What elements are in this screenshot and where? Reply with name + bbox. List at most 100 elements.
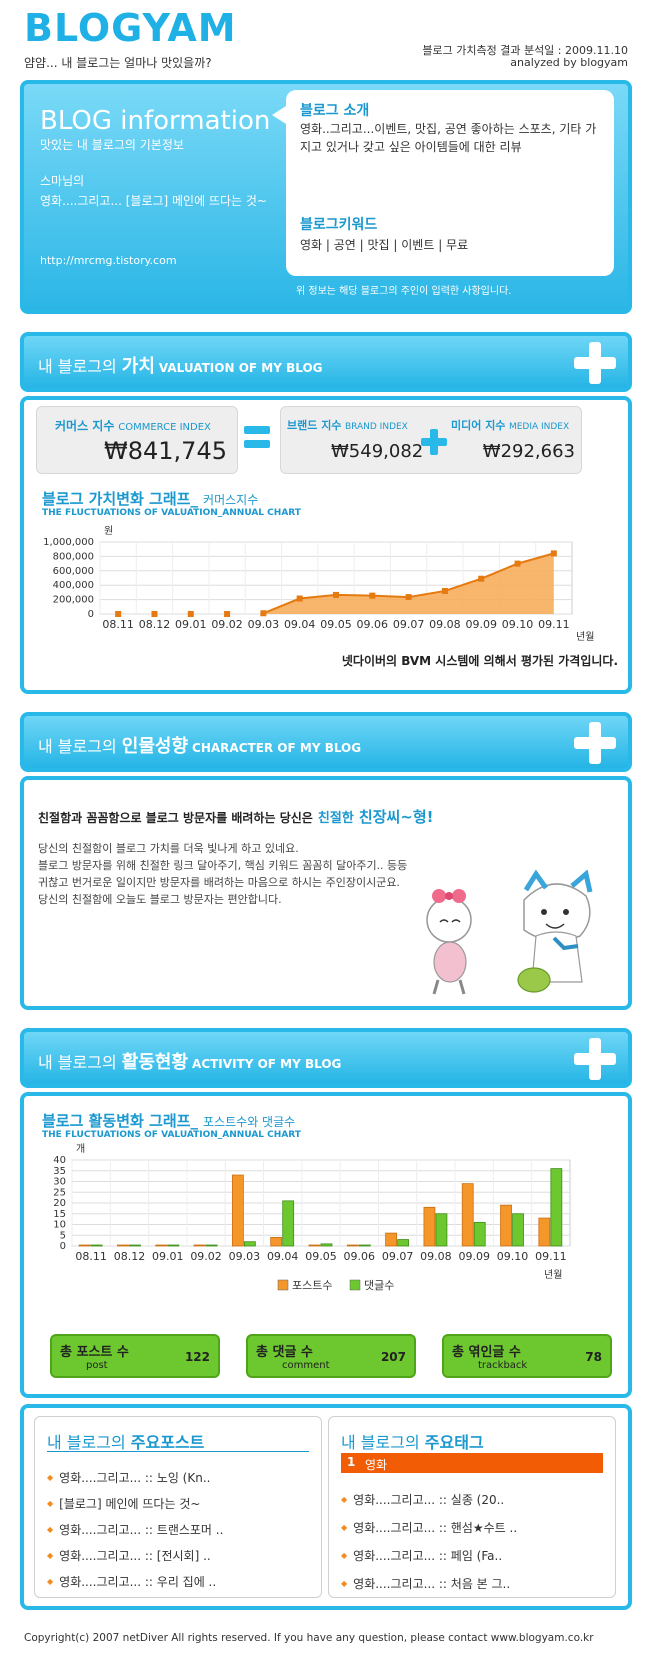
- bar-comments: [90, 1244, 103, 1247]
- valuation-section-en: VALUATION OF MY BLOG: [158, 361, 323, 375]
- bar-comments: [435, 1213, 448, 1247]
- expand-plus-icon[interactable]: [572, 1036, 618, 1082]
- activity-section-bold: 활동현황: [121, 1052, 189, 1073]
- data-point: [187, 611, 194, 617]
- main-tag-item-1[interactable]: 영화....그리고... :: 실종 (20..: [341, 1491, 504, 1508]
- analysis-date: 블로그 가치측정 결과 분석일 : 2009.11.10: [422, 44, 628, 57]
- footer-copyright: Copyright(c) 2007 netDiver All rights re…: [24, 1632, 594, 1644]
- commerce-label-en: COMMERCE INDEX: [118, 422, 211, 433]
- blog-url[interactable]: http://mrcmg.tistory.com: [40, 254, 177, 267]
- bar-posts: [346, 1244, 359, 1247]
- info-pointer: [272, 106, 286, 124]
- x-tick-label: 09.11: [535, 1250, 567, 1263]
- character-illustration: [426, 870, 593, 995]
- x-tick-label: 09.04: [267, 1250, 299, 1263]
- commerce-value: ₩841,745: [104, 437, 227, 465]
- stat-trackbacks-label: 총 엮인글 수: [452, 1345, 521, 1360]
- legend-swatch-posts: [277, 1279, 289, 1291]
- main-post-item-4[interactable]: 영화....그리고... :: [전시회] ..: [47, 1547, 211, 1564]
- plus-icon: [421, 429, 447, 455]
- area-fill: [263, 553, 554, 614]
- top-tag-rank: 1: [347, 1455, 356, 1469]
- character-section-prefix: 내 블로그의: [38, 737, 122, 756]
- info-note: 위 정보는 해당 블로그의 주인이 입력한 사항입니다.: [296, 286, 512, 297]
- logo[interactable]: BLOGYAM: [24, 6, 237, 50]
- character-body-2: 블로그 방문자를 위해 친절한 링크 달아주기, 핵심 키워드 꼼꼼히 달아주기…: [38, 859, 408, 872]
- x-tick-label: 09.02: [211, 618, 243, 631]
- bar-posts: [461, 1183, 474, 1247]
- brand-label-ko: 브랜드 지수: [287, 419, 342, 432]
- valuation-panel: 커머스 지수 COMMERCE INDEX ₩841,745 브랜드 지수 BR…: [20, 396, 632, 694]
- y-tick-label: 1,000,000: [43, 537, 94, 548]
- bar-posts: [117, 1244, 129, 1247]
- bar-comments: [205, 1244, 218, 1247]
- valuation-chart: 0 200,000 400,000 600,000 800,000 1,000,000 08…: [43, 525, 594, 643]
- main-tags-title-prefix: 내 블로그의: [341, 1433, 425, 1452]
- valuation-chart-title: 블로그 가치변화 그래프_: [42, 490, 198, 508]
- data-point: [260, 610, 267, 617]
- expand-plus-icon[interactable]: [572, 720, 618, 766]
- info-title: BLOG information: [40, 106, 271, 136]
- activity-section-en: ACTIVITY OF MY BLOG: [192, 1057, 342, 1071]
- character-body-1: 당신의 친절함이 블로그 가치를 더욱 빛나게 하고 있네요.: [38, 842, 299, 855]
- analyzed-by: analyzed by blogyam: [510, 56, 628, 69]
- activity-section-prefix: 내 블로그의: [38, 1053, 122, 1072]
- main-posts-title-prefix: 내 블로그의: [47, 1433, 131, 1452]
- main-tag-item-4[interactable]: 영화....그리고... :: 처음 본 그..: [341, 1575, 510, 1592]
- data-point: [550, 550, 557, 557]
- media-label-en: MEDIA INDEX: [508, 422, 570, 432]
- top-tag-bar[interactable]: 1 영화: [341, 1453, 603, 1473]
- valuation-section-bar: 내 블로그의 가치 VALUATION OF MY BLOG: [20, 332, 632, 392]
- x-tick-label: 09.03: [229, 1250, 261, 1263]
- x-tick-label: 09.10: [497, 1250, 529, 1263]
- tagline: 얌얌... 내 블로그는 얼마나 맛있을까?: [24, 56, 212, 70]
- main-post-item-5[interactable]: 영화....그리고... :: 우리 집에 ..: [47, 1573, 216, 1590]
- y-tick-label: 10: [53, 1220, 66, 1231]
- y-axis-unit: 원: [104, 525, 113, 537]
- x-tick-label: 09.10: [502, 618, 534, 631]
- keywords: 영화 | 공연 | 맛집 | 이벤트 | 무료: [300, 238, 469, 252]
- info-detail-box: 블로그 소개 영화..그리고...이벤트, 맛집, 공연 좋아하는 스포츠, 기…: [286, 90, 614, 276]
- main-tags-title-bold: 주요태그: [424, 1433, 484, 1452]
- main-post-item-1[interactable]: 영화....그리고... :: 노잉 (Kn..: [47, 1469, 210, 1486]
- data-point: [405, 594, 412, 601]
- y-tick-label: 0: [88, 609, 94, 620]
- brand-media-box: 브랜드 지수 BRAND INDEX ₩549,082 미디어 지수 MEDIA…: [280, 406, 582, 474]
- main-tag-item-2[interactable]: 영화....그리고... :: 핸섬★수트 ..: [341, 1519, 517, 1536]
- bar-comments: [473, 1221, 486, 1247]
- main-post-item-2[interactable]: [블로그] 메인에 뜨다는 것~: [47, 1495, 200, 1512]
- y-tick-label: 5: [60, 1230, 66, 1241]
- main-tags-box: 내 블로그의 주요태그 1 영화 영화....그리고... :: 실종 (20.…: [328, 1416, 616, 1598]
- bar-posts: [155, 1244, 168, 1247]
- main-tag-item-3[interactable]: 영화....그리고... :: 페임 (Fa..: [341, 1547, 502, 1564]
- stat-comments: 총 댓글 수 comment 207: [246, 1334, 416, 1378]
- keyword-title: 블로그키워드: [300, 217, 378, 233]
- x-tick-label: 09.09: [465, 618, 497, 631]
- character-section-bar: 내 블로그의 인물성향 CHARACTER OF MY BLOG: [20, 712, 632, 772]
- valuation-chart-title-en: THE FLUCTUATIONS OF VALUATION_ANNUAL CHA…: [42, 508, 301, 518]
- legend-label-comments: 댓글수: [364, 1279, 394, 1292]
- girl-character-icon: [426, 889, 472, 995]
- commerce-label-ko: 커머스 지수: [55, 419, 115, 433]
- stat-comments-value: 207: [380, 1350, 406, 1364]
- legend-label-posts: 포스트수: [292, 1279, 332, 1292]
- valuation-footnote: 넷다이버의 BVM 시스템에 의해서 평가된 가격입니다.: [341, 654, 618, 668]
- blog-name: 영화....그리고... [블로그] 메인에 뜨다는 것~: [40, 194, 267, 208]
- x-tick-label: 09.06: [344, 1250, 376, 1263]
- media-value: ₩292,663: [482, 441, 575, 462]
- character-panel: 친절함과 꼼꼼함으로 블로그 방문자를 배려하는 당신은 친절한 친장씨~형! …: [20, 776, 632, 1010]
- boy-character-icon: [517, 870, 593, 993]
- main-post-item-3[interactable]: 영화....그리고... :: 트랜스포머 ..: [47, 1521, 223, 1538]
- x-tick-label: 09.02: [190, 1250, 222, 1263]
- y-tick-label: 0: [60, 1241, 66, 1252]
- y-tick-label: 400,000: [53, 580, 94, 591]
- bar-comments: [512, 1213, 524, 1247]
- character-section-en: CHARACTER OF MY BLOG: [192, 741, 362, 755]
- y-tick-label: 800,000: [53, 551, 94, 562]
- expand-plus-icon[interactable]: [572, 340, 618, 386]
- blog-owner: 스마님의: [40, 174, 85, 188]
- stat-comments-label: 총 댓글 수: [256, 1345, 313, 1360]
- bar-comments: [397, 1239, 410, 1247]
- character-section-bold: 인물성향: [121, 736, 189, 757]
